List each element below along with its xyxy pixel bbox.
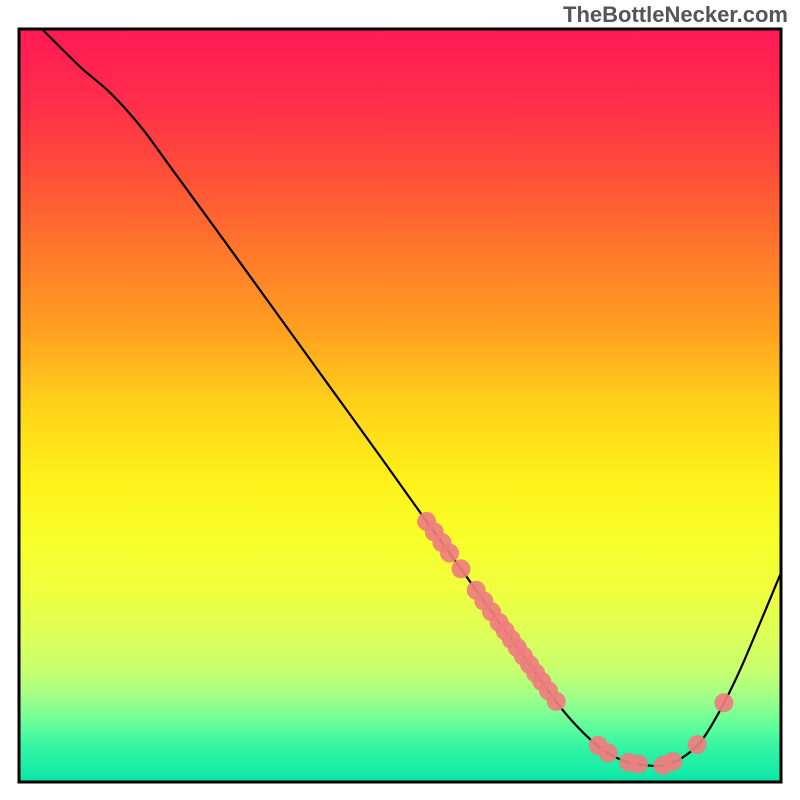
curve-marker [599, 743, 618, 762]
curve-marker [547, 692, 566, 711]
curve-marker [688, 735, 707, 754]
curve-marker [440, 544, 459, 563]
attribution-text: TheBottleNecker.com [563, 2, 788, 27]
chart-background [19, 29, 781, 782]
curve-marker [451, 559, 470, 578]
bottleneck-chart: TheBottleNecker.com [0, 0, 800, 800]
curve-marker [663, 752, 682, 771]
curve-marker [629, 754, 648, 773]
curve-marker [714, 693, 733, 712]
